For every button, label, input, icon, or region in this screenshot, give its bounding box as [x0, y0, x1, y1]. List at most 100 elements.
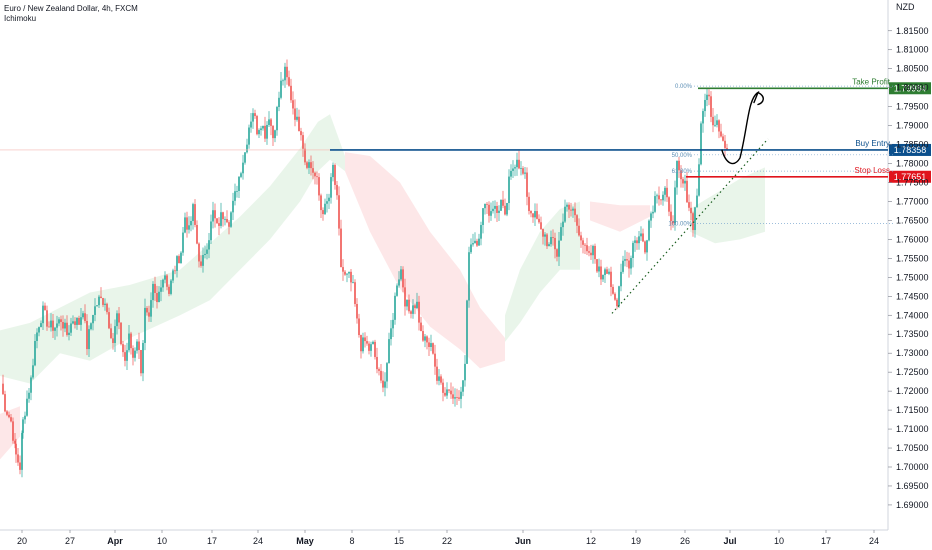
candle-body	[464, 363, 466, 381]
candle-body	[56, 323, 58, 328]
candle-body	[116, 313, 118, 327]
candle-body	[542, 229, 544, 237]
candle-body	[286, 66, 288, 78]
candle-body	[380, 370, 382, 381]
kumo-bearish	[0, 152, 650, 460]
candle-body	[358, 318, 360, 336]
candle-body	[534, 211, 536, 218]
candle-body	[338, 195, 340, 229]
candle-body	[74, 321, 76, 325]
price-tag-take-profit: 1.79984	[894, 83, 927, 93]
candle-body	[434, 353, 436, 367]
kumo-cloud-area	[505, 201, 580, 342]
candle-body	[492, 208, 494, 212]
candle-body	[290, 85, 292, 101]
candle-body	[248, 127, 250, 145]
candle-body	[192, 204, 194, 222]
candle-body	[486, 203, 488, 205]
candle-body	[630, 257, 632, 269]
candle-body	[270, 119, 272, 126]
candle-body	[292, 100, 294, 109]
candle-body	[646, 240, 648, 253]
candle-body	[324, 203, 326, 215]
candle-body	[154, 283, 156, 294]
candle-body	[408, 299, 410, 312]
candle-body	[36, 332, 38, 342]
candle-body	[620, 271, 622, 287]
candle-body	[370, 344, 372, 351]
candle-body	[152, 283, 154, 301]
candle-body	[238, 176, 240, 191]
candle-body	[678, 160, 680, 171]
candle-body	[160, 287, 162, 292]
candle-body	[188, 225, 190, 230]
candle-body	[512, 168, 514, 171]
candle-body	[222, 212, 224, 220]
candle-body	[14, 440, 16, 444]
candle-body	[298, 116, 300, 132]
candle-body	[82, 313, 84, 318]
candle-body	[560, 227, 562, 241]
candle-body	[668, 197, 670, 212]
candle-body	[346, 273, 348, 275]
candle-body	[706, 94, 708, 100]
candle-body	[24, 415, 26, 420]
candle-body	[520, 168, 522, 169]
candle-body	[260, 128, 262, 131]
candle-body	[378, 369, 380, 371]
candle-body	[406, 299, 408, 307]
candle-body	[388, 339, 390, 364]
candle-body	[200, 261, 202, 266]
candle-body	[110, 328, 112, 339]
candle-body	[10, 417, 12, 422]
candle-body	[318, 177, 320, 196]
candle-body	[684, 180, 686, 184]
candle-body	[304, 148, 306, 163]
candle-body	[102, 298, 104, 305]
candle-body	[596, 259, 598, 272]
candle-body	[424, 336, 426, 341]
candle-body	[696, 195, 698, 208]
candle-body	[418, 301, 420, 323]
candle-body	[280, 80, 282, 98]
candle-body	[326, 201, 328, 204]
candle-body	[78, 317, 80, 325]
y-tick-label: 1.78000	[896, 159, 929, 169]
candle-body	[360, 335, 362, 352]
candle-body	[236, 190, 238, 192]
candle-body	[190, 221, 192, 226]
candle-body	[608, 271, 610, 274]
candle-body	[404, 287, 406, 307]
candle-body	[392, 319, 394, 329]
candle-body	[624, 259, 626, 261]
candle-body	[470, 244, 472, 253]
candle-body	[288, 77, 290, 86]
level-label-buy-entry: Buy Entry	[855, 139, 890, 148]
candle-body	[554, 237, 556, 250]
candle-body	[64, 322, 66, 329]
candle-body	[612, 286, 614, 294]
candle-body	[448, 389, 450, 391]
candle-body	[230, 212, 232, 227]
candle-body	[570, 209, 572, 211]
candle-body	[426, 336, 428, 343]
candle-body	[302, 135, 304, 149]
y-tick-label: 1.73000	[896, 348, 929, 358]
candle-body	[480, 224, 482, 239]
candle-body	[320, 195, 322, 211]
candle-body	[172, 270, 174, 281]
candle-body	[584, 244, 586, 246]
candle-body	[340, 228, 342, 268]
candle-body	[184, 217, 186, 233]
candle-body	[216, 218, 218, 224]
candle-body	[504, 205, 506, 215]
candle-body	[436, 366, 438, 381]
candle-body	[414, 305, 416, 309]
candle-body	[4, 394, 6, 412]
candle-body	[662, 194, 664, 201]
candle-body	[658, 195, 660, 200]
candle-body	[34, 341, 36, 366]
kumo-cloud-area	[345, 152, 505, 369]
